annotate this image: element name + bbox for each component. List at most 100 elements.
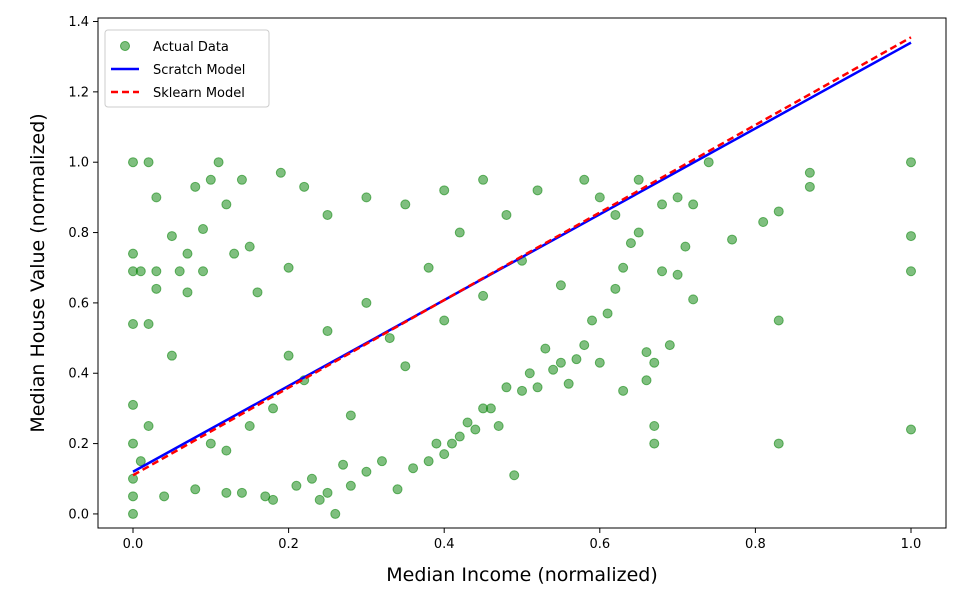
data-point: [587, 315, 598, 326]
data-point: [657, 266, 668, 277]
data-point: [501, 382, 512, 393]
data-point: [205, 438, 216, 449]
y-axis-ticks: 0.0 0.2 0.4 0.6 0.8 1.0 1.2 1.4: [68, 15, 98, 522]
data-point: [268, 494, 279, 505]
data-point: [408, 463, 419, 474]
x-tick-label: 0.8: [745, 537, 766, 552]
data-point: [563, 378, 574, 389]
data-point: [221, 445, 232, 456]
data-point: [283, 350, 294, 361]
data-point: [128, 248, 139, 259]
data-point: [446, 438, 457, 449]
data-point: [439, 315, 450, 326]
data-point: [198, 266, 209, 277]
data-point: [657, 199, 668, 210]
legend-marker-actual-data: [120, 41, 130, 51]
data-point: [905, 231, 916, 242]
data-point: [361, 466, 372, 477]
data-point: [594, 357, 605, 368]
data-point: [345, 480, 356, 491]
data-point: [128, 319, 139, 329]
data-point: [649, 421, 660, 431]
data-point: [501, 209, 512, 220]
data-point: [633, 174, 644, 185]
data-point: [182, 248, 193, 259]
data-point: [128, 157, 139, 168]
data-point: [322, 209, 333, 220]
regression-lines: [132, 36, 912, 477]
data-point: [431, 438, 442, 449]
data-point: [306, 473, 317, 484]
x-tick-label: 1.0: [901, 537, 922, 552]
data-point: [182, 287, 193, 298]
x-axis-label: Median Income (normalized): [386, 564, 658, 586]
data-point: [291, 480, 302, 491]
data-point: [345, 410, 356, 421]
data-point: [672, 192, 683, 203]
data-point: [649, 438, 660, 449]
data-point: [571, 354, 582, 365]
data-point: [198, 224, 209, 235]
data-point: [159, 491, 170, 502]
data-point: [151, 266, 162, 277]
data-point: [454, 431, 465, 442]
data-point: [439, 185, 450, 196]
data-point: [128, 399, 139, 410]
data-point: [532, 185, 543, 196]
x-axis-ticks: 0.0 0.2 0.4 0.6 0.8 1.0: [123, 528, 922, 552]
y-axis-label: Median House Value (normalized): [27, 113, 49, 432]
data-point: [143, 319, 154, 329]
data-point: [485, 403, 496, 414]
data-point: [517, 385, 527, 396]
data-point: [478, 174, 489, 185]
y-tick-label: 0.8: [68, 226, 89, 241]
data-point: [524, 368, 535, 379]
data-point: [322, 487, 333, 498]
data-point: [905, 266, 916, 277]
data-point: [338, 459, 349, 470]
legend-label-actual-data: Actual Data: [153, 40, 229, 55]
data-point: [166, 350, 177, 361]
data-point: [190, 181, 201, 192]
data-point: [128, 508, 139, 519]
data-point: [641, 347, 652, 358]
data-point: [758, 217, 769, 227]
data-point: [128, 473, 139, 484]
y-tick-label: 1.2: [68, 85, 89, 100]
data-point: [602, 308, 613, 319]
x-tick-label: 0.2: [278, 537, 299, 552]
data-point: [314, 494, 325, 505]
data-point: [135, 456, 146, 467]
data-point: [400, 361, 411, 372]
data-point: [493, 421, 504, 431]
data-point: [143, 421, 154, 431]
data-point: [688, 199, 699, 210]
data-point: [672, 269, 683, 280]
x-tick-label: 0.6: [589, 537, 610, 552]
data-point: [376, 456, 387, 467]
data-point: [555, 280, 566, 291]
data-point: [361, 297, 372, 308]
data-point: [128, 491, 139, 502]
data-point: [244, 241, 255, 252]
data-point: [773, 438, 784, 449]
data-point: [221, 199, 232, 210]
data-point: [804, 167, 815, 178]
data-point: [174, 266, 185, 277]
data-point: [727, 234, 738, 245]
data-point: [773, 206, 784, 217]
data-point: [688, 294, 699, 305]
data-point: [579, 174, 590, 185]
data-point: [804, 181, 815, 192]
data-point: [275, 167, 286, 178]
data-point: [151, 192, 162, 203]
y-tick-label: 0.0: [68, 507, 89, 522]
legend: Actual Data Scratch Model Sklearn Model: [104, 29, 270, 108]
y-tick-label: 0.2: [68, 437, 89, 452]
scatter-points: [128, 157, 916, 519]
legend-box: [104, 29, 270, 108]
data-point: [236, 487, 247, 498]
data-point: [905, 424, 916, 435]
data-point: [252, 287, 263, 298]
